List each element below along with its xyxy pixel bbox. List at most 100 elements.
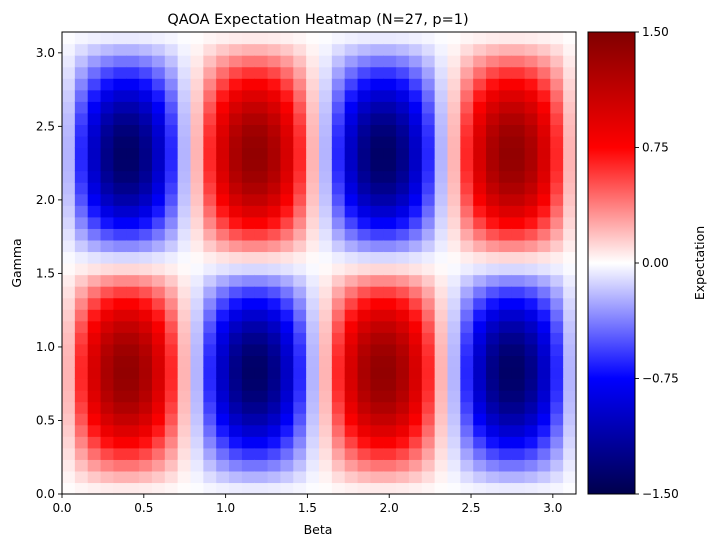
heatmap-cell bbox=[113, 66, 127, 79]
heatmap-cell bbox=[164, 401, 179, 414]
heatmap-cell bbox=[486, 124, 500, 137]
heatmap-cell bbox=[370, 401, 384, 414]
heatmap-cell bbox=[87, 309, 102, 322]
heatmap-cell bbox=[293, 159, 307, 172]
heatmap-cell bbox=[151, 147, 166, 160]
heatmap-cell bbox=[331, 205, 346, 218]
heatmap-cell bbox=[473, 228, 487, 241]
heatmap-cell bbox=[511, 343, 526, 356]
heatmap-cell bbox=[524, 101, 539, 114]
heatmap-cell bbox=[151, 390, 166, 403]
heatmap-cell bbox=[190, 32, 204, 45]
heatmap-cell bbox=[62, 424, 76, 437]
heatmap-cell bbox=[524, 43, 539, 56]
heatmap-cell bbox=[164, 78, 179, 91]
heatmap-cell bbox=[280, 135, 294, 149]
heatmap-cell bbox=[370, 159, 384, 172]
heatmap-cell bbox=[421, 182, 436, 195]
heatmap-cell bbox=[357, 159, 371, 172]
heatmap-cell bbox=[331, 89, 346, 102]
heatmap-cell bbox=[151, 366, 166, 380]
heatmap-cell bbox=[331, 193, 346, 206]
heatmap-cell bbox=[100, 112, 114, 125]
heatmap-cell bbox=[113, 101, 127, 114]
heatmap-cell bbox=[370, 193, 384, 206]
heatmap-cell bbox=[126, 274, 140, 287]
heatmap-cell bbox=[280, 390, 294, 403]
heatmap-cell bbox=[344, 470, 359, 484]
heatmap-cell bbox=[87, 482, 102, 495]
heatmap-cell bbox=[537, 147, 551, 160]
heatmap-cell bbox=[319, 182, 333, 195]
heatmap-cell bbox=[267, 251, 282, 264]
heatmap-cell bbox=[473, 355, 487, 368]
heatmap-cell bbox=[460, 205, 474, 218]
heatmap-cell bbox=[357, 228, 371, 241]
heatmap-cell bbox=[486, 182, 500, 195]
heatmap-cell bbox=[447, 413, 461, 426]
heatmap-cell bbox=[62, 32, 76, 45]
heatmap-cell bbox=[100, 263, 114, 276]
heatmap-cell bbox=[524, 239, 539, 253]
heatmap-cell bbox=[357, 332, 371, 345]
heatmap-cell bbox=[293, 89, 307, 102]
heatmap-cell bbox=[498, 274, 513, 287]
heatmap-cell bbox=[460, 182, 474, 195]
heatmap-cell bbox=[216, 193, 230, 206]
heatmap-cell bbox=[126, 447, 140, 460]
heatmap-cell bbox=[331, 297, 346, 310]
heatmap-cell bbox=[113, 355, 127, 368]
heatmap-cell bbox=[511, 193, 526, 206]
heatmap-cell bbox=[498, 424, 513, 437]
heatmap-cell bbox=[177, 239, 192, 253]
heatmap-cell bbox=[357, 413, 371, 426]
heatmap-cell bbox=[550, 332, 564, 345]
heatmap-cell bbox=[164, 378, 179, 391]
heatmap-cell bbox=[177, 182, 192, 195]
heatmap-cell bbox=[319, 216, 333, 229]
heatmap-cell bbox=[563, 101, 577, 114]
heatmap-cell bbox=[203, 297, 217, 310]
heatmap-cell bbox=[74, 459, 89, 472]
heatmap-cell bbox=[486, 216, 500, 229]
heatmap-cell bbox=[216, 436, 230, 449]
heatmap-cell bbox=[524, 332, 539, 345]
heatmap-cell bbox=[139, 251, 153, 264]
heatmap-cell bbox=[396, 112, 410, 125]
heatmap-cell bbox=[524, 66, 539, 79]
heatmap-cell bbox=[434, 309, 449, 322]
heatmap-cell bbox=[344, 436, 359, 449]
heatmap-cell bbox=[357, 216, 371, 229]
heatmap-cell bbox=[126, 251, 140, 264]
heatmap-cell bbox=[87, 274, 102, 287]
heatmap-cell bbox=[267, 366, 282, 380]
heatmap-cell bbox=[241, 89, 256, 102]
heatmap-cell bbox=[357, 182, 371, 195]
heatmap-cell bbox=[563, 182, 577, 195]
heatmap-cell bbox=[74, 332, 89, 345]
heatmap-cell bbox=[498, 309, 513, 322]
heatmap-cell bbox=[473, 413, 487, 426]
heatmap-cell bbox=[511, 112, 526, 125]
heatmap-cell bbox=[203, 424, 217, 437]
heatmap-cell bbox=[460, 263, 474, 276]
heatmap-cell bbox=[177, 32, 192, 45]
heatmap-cell bbox=[486, 436, 500, 449]
heatmap-cell bbox=[421, 89, 436, 102]
heatmap-cell bbox=[511, 274, 526, 287]
heatmap-cell bbox=[267, 147, 282, 160]
heatmap-cell bbox=[344, 78, 359, 91]
heatmap-cell bbox=[447, 101, 461, 114]
heatmap-cell bbox=[524, 216, 539, 229]
heatmap-cell bbox=[460, 309, 474, 322]
heatmap-cell bbox=[460, 343, 474, 356]
heatmap-cell bbox=[306, 147, 320, 160]
heatmap-cell bbox=[241, 263, 256, 276]
heatmap-cell bbox=[460, 228, 474, 241]
heatmap-cell bbox=[293, 170, 307, 183]
heatmap-cell bbox=[139, 170, 153, 183]
heatmap-cell bbox=[319, 170, 333, 183]
heatmap-cell bbox=[563, 470, 577, 484]
heatmap-cell bbox=[537, 355, 551, 368]
heatmap-cell bbox=[434, 193, 449, 206]
